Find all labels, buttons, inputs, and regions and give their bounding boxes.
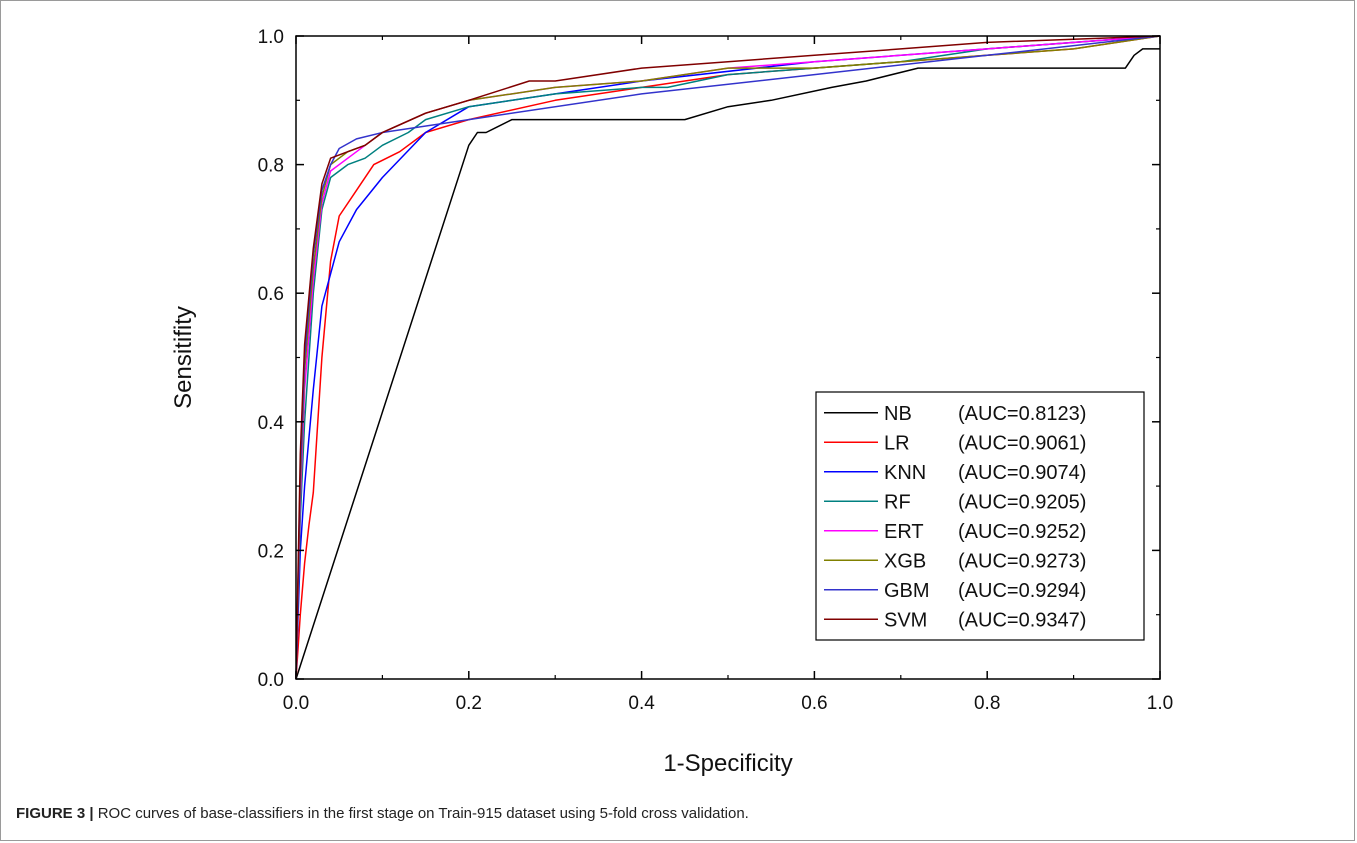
y-axis-title: Sensitifity [170, 306, 197, 409]
legend-auc: (AUC=0.8123) [958, 403, 1086, 425]
legend-auc: (AUC=0.9074) [958, 462, 1086, 484]
legend-auc: (AUC=0.9061) [958, 432, 1086, 454]
roc-curves [295, 35, 1161, 680]
y-tick-label: 0.6 [258, 284, 284, 305]
legend-label: NB [884, 403, 912, 425]
curve-gbm [295, 35, 1161, 680]
x-tick-label: 0.2 [456, 693, 482, 714]
legend-box [815, 391, 1145, 641]
x-axis-title: 1-Specificity [663, 750, 792, 777]
x-tick-label: 0.0 [283, 693, 309, 714]
y-tick-label: 1.0 [258, 27, 284, 48]
x-tick-label: 1.0 [1147, 693, 1173, 714]
legend-label: SVM [884, 609, 927, 631]
legend-label: RF [884, 491, 911, 513]
figure-caption: FIGURE 3 | ROC curves of base-classifier… [16, 805, 749, 822]
x-axis-ticks: 0.0 0.2 0.4 0.6 0.8 1.0 [283, 36, 1173, 714]
legend: NB (AUC=0.8123) LR (AUC=0.9061) KNN (AUC=0.90… [815, 391, 1145, 641]
curve-nb [295, 48, 1160, 680]
y-tick-label: 0.8 [258, 156, 284, 177]
legend-auc: (AUC=0.9205) [958, 491, 1086, 513]
x-tick-label: 0.4 [628, 693, 655, 714]
legend-auc: (AUC=0.9347) [958, 609, 1086, 631]
legend-label: XGB [884, 550, 926, 572]
x-tick-label: 0.8 [974, 693, 1000, 714]
y-tick-label: 0.2 [258, 541, 284, 562]
x-tick-label: 0.6 [801, 693, 827, 714]
legend-label: ERT [884, 521, 924, 543]
curve-svm [295, 35, 1161, 680]
legend-auc: (AUC=0.9252) [958, 521, 1086, 543]
y-tick-label: 0.4 [258, 413, 285, 434]
legend-auc: (AUC=0.9273) [958, 550, 1086, 572]
legend-label: LR [884, 432, 910, 454]
y-axis-ticks: 0.0 0.2 0.4 0.6 0.8 1.0 [258, 27, 1160, 691]
legend-label: KNN [884, 462, 926, 484]
figure-label: FIGURE 3 | [16, 805, 94, 822]
y-tick-label: 0.0 [258, 670, 284, 691]
caption-text: ROC curves of base-classifiers in the fi… [93, 805, 749, 822]
legend-label: GBM [884, 580, 930, 602]
legend-auc: (AUC=0.9294) [958, 580, 1086, 602]
